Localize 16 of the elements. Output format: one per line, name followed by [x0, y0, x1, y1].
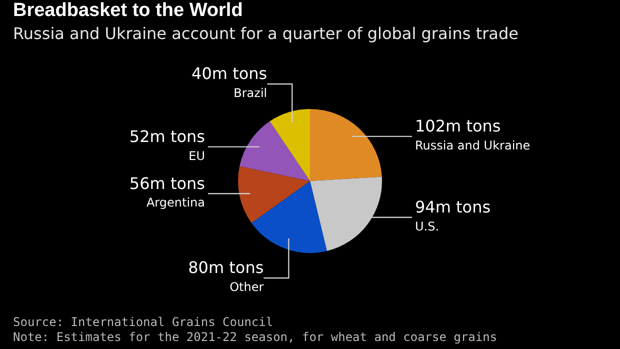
slice-label: EU: [188, 148, 205, 163]
data-label: 102m tons: [415, 116, 501, 136]
data-label: 94m tons: [415, 198, 491, 217]
slice-label: Russia and Ukraine: [415, 138, 530, 153]
slice-label: Brazil: [234, 86, 268, 100]
chart-subtitle: Russia and Ukraine account for a quarter of global grains trade: [13, 24, 518, 43]
text: Note: Estimates for the 2021-22 season, for wheat and coarse grains: [13, 330, 498, 345]
chart-title: Breadbasket to the World: [13, 0, 243, 22]
data-label: 52m tons: [129, 126, 205, 146]
slice-label: U.S.: [415, 220, 440, 234]
data-label: 80m tons: [188, 258, 264, 278]
data-label: 40m tons: [192, 64, 268, 84]
data-label: 56m tons: [129, 174, 205, 193]
slice-label: Argentina: [146, 196, 205, 210]
slice-label: Other: [230, 280, 264, 294]
source-note: Source: International Grains Council: [13, 315, 274, 330]
